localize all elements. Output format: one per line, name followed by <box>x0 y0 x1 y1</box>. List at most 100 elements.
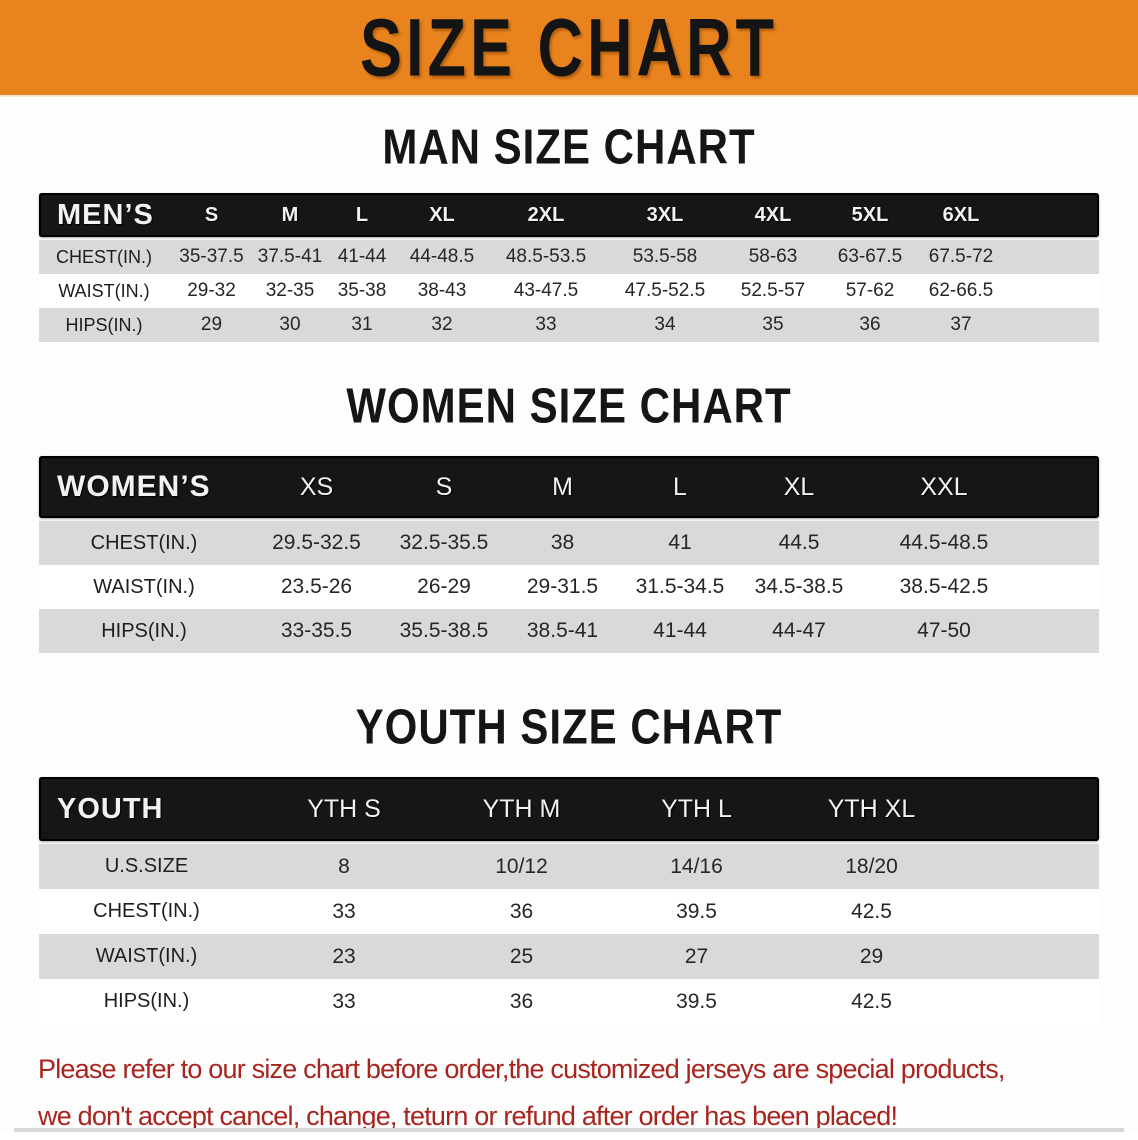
cell: 37.5-41 <box>257 246 323 267</box>
cell: 41 <box>668 531 692 554</box>
youth-chart-title: YOUTH SIZE CHART <box>355 698 783 755</box>
cell: 67.5-72 <box>928 246 994 267</box>
cell: 38-43 <box>417 280 467 301</box>
cell: 42.5 <box>851 899 892 923</box>
men-column-header-3xl: 3XL <box>646 203 684 226</box>
youth-column-header-yth-m: YTH M <box>482 794 561 823</box>
women-table-header-row: WOMEN’S XS S M L XL XXL <box>39 456 1099 518</box>
banner: SIZE CHART <box>0 0 1138 97</box>
cell: 29 <box>200 314 223 335</box>
row-label: HIPS(IN.) <box>103 990 190 1012</box>
youth-column-header-yth-l: YTH L <box>661 794 732 823</box>
men-corner-label: MEN’S <box>57 198 154 231</box>
men-table-row: CHEST(IN.) 35-37.5 37.5-41 41-44 44-48.5 48.5… <box>39 240 1099 274</box>
cell: 23.5-26 <box>280 575 353 598</box>
cell: 35 <box>762 314 784 335</box>
youth-column-header-yth-s: YTH S <box>307 794 381 823</box>
men-column-header-l: L <box>355 203 369 226</box>
cell: 33-35.5 <box>280 619 353 642</box>
men-column-header-s: S <box>204 203 219 226</box>
cell: 36 <box>509 989 534 1013</box>
cell: 58-63 <box>748 246 798 267</box>
disclaimer-line-2: we don't accept cancel, change, teturn o… <box>38 1101 898 1131</box>
bottom-edge-line <box>14 1128 1124 1132</box>
youth-column-header-yth-xl: YTH XL <box>827 794 916 823</box>
cell: 52.5-57 <box>740 280 806 301</box>
cell: 44-47 <box>772 619 826 642</box>
women-size-table: WOMEN’S XS S M L XL XXL CHEST(IN.) 29.5-32.5 32.5… <box>39 456 1099 653</box>
cell: 43-47.5 <box>513 280 579 301</box>
cell: 30 <box>279 314 301 335</box>
row-label: CHEST(IN.) <box>90 531 198 554</box>
men-column-header-6xl: 6XL <box>942 203 980 226</box>
cell: 41-44 <box>653 619 707 642</box>
cell: 10/12 <box>495 854 548 878</box>
men-table-row: HIPS(IN.) 29 30 31 32 33 34 35 36 37 <box>39 308 1099 342</box>
cell: 39.5 <box>676 899 717 923</box>
cell: 29.5-32.5 <box>272 531 361 554</box>
row-label: CHEST(IN.) <box>56 246 152 267</box>
youth-table-row: WAIST(IN.) 23 25 27 29 <box>39 934 1099 979</box>
youth-table-row: CHEST(IN.) 33 36 39.5 42.5 <box>39 889 1099 934</box>
cell: 36 <box>509 899 534 923</box>
cell: 33 <box>535 314 557 335</box>
disclaimer: Please refer to our size chart before or… <box>0 1046 1138 1140</box>
cell: 41-44 <box>337 246 387 267</box>
cell: 39.5 <box>676 989 717 1013</box>
cell: 36 <box>859 314 881 335</box>
cell: 31.5-34.5 <box>635 575 725 598</box>
cell: 37 <box>950 314 972 335</box>
women-size-chart-section: WOMEN SIZE CHART WOMEN’S XS S M L XL XXL CHEST(… <box>0 378 1138 653</box>
cell: 33 <box>332 899 356 923</box>
women-column-header-xs: XS <box>299 472 334 501</box>
cell: 47.5-52.5 <box>624 280 706 301</box>
men-column-header-4xl: 4XL <box>754 203 792 226</box>
youth-table-row: U.S.SIZE 8 10/12 14/16 18/20 <box>39 844 1099 889</box>
cell: 32.5-35.5 <box>399 531 489 554</box>
men-table-row: WAIST(IN.) 29-32 32-35 35-38 38-43 43-47.5 47.… <box>39 274 1099 308</box>
women-table-row: CHEST(IN.) 29.5-32.5 32.5-35.5 38 41 44.5 44.5… <box>39 521 1099 565</box>
row-label: CHEST(IN.) <box>93 900 200 922</box>
men-chart-title: MAN SIZE CHART <box>382 118 756 175</box>
cell: 27 <box>684 944 709 968</box>
cell: 32-35 <box>265 280 315 301</box>
cell: 35-38 <box>337 280 387 301</box>
women-table-row: WAIST(IN.) 23.5-26 26-29 29-31.5 31.5-34.5 34… <box>39 565 1099 609</box>
row-label: HIPS(IN.) <box>65 314 143 335</box>
cell: 31 <box>351 314 373 335</box>
men-column-header-m: M <box>281 203 299 226</box>
cell: 62-66.5 <box>928 280 994 301</box>
cell: 63-67.5 <box>837 246 903 267</box>
cell: 34 <box>654 314 676 335</box>
cell: 23 <box>332 944 356 968</box>
cell: 29 <box>859 944 884 968</box>
row-label: WAIST(IN.) <box>93 575 195 598</box>
cell: 44-48.5 <box>409 246 475 267</box>
cell: 44.5 <box>778 531 820 554</box>
youth-corner-label: YOUTH <box>57 792 164 825</box>
cell: 26-29 <box>417 575 471 598</box>
cell: 35.5-38.5 <box>399 619 489 642</box>
cell: 53.5-58 <box>632 246 698 267</box>
women-table-row: HIPS(IN.) 33-35.5 35.5-38.5 38.5-41 41-44 44-… <box>39 609 1099 653</box>
row-label: WAIST(IN.) <box>58 280 150 301</box>
cell: 44.5-48.5 <box>899 531 989 554</box>
cell: 57-62 <box>845 280 895 301</box>
row-label: WAIST(IN.) <box>95 945 198 967</box>
cell: 38.5-41 <box>526 619 599 642</box>
cell: 34.5-38.5 <box>754 575 844 598</box>
cell: 32 <box>431 314 453 335</box>
cell: 29-31.5 <box>526 575 599 598</box>
men-size-chart-section: MAN SIZE CHART MEN’S S M L XL 2XL 3XL 4XL 5XL 6XL… <box>0 119 1138 342</box>
cell: 47-50 <box>917 619 971 642</box>
women-column-header-xxl: XXL <box>920 472 968 501</box>
men-column-header-5xl: 5XL <box>851 203 889 226</box>
cell: 14/16 <box>670 854 723 878</box>
row-label: HIPS(IN.) <box>101 619 187 642</box>
cell: 35-37.5 <box>179 246 244 267</box>
cell: 29-32 <box>187 280 236 301</box>
youth-size-chart-section: YOUTH SIZE CHART YOUTH YTH S YTH M YTH L YTH… <box>0 699 1138 1024</box>
women-column-header-l: L <box>673 472 687 501</box>
youth-table-header-row: YOUTH YTH S YTH M YTH L YTH XL <box>39 777 1099 841</box>
